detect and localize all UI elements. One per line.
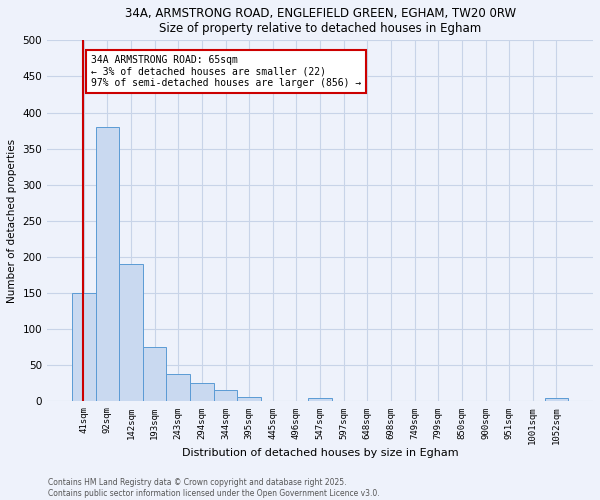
Bar [166,374,190,402]
Title: 34A, ARMSTRONG ROAD, ENGLEFIELD GREEN, EGHAM, TW20 0RW
Size of property relative: 34A, ARMSTRONG ROAD, ENGLEFIELD GREEN, E… [125,7,515,35]
Text: Contains HM Land Registry data © Crown copyright and database right 2025.
Contai: Contains HM Land Registry data © Crown c… [48,478,380,498]
Bar [238,397,261,402]
Bar [143,346,166,402]
Bar [119,264,143,402]
Text: 34A ARMSTRONG ROAD: 65sqm
← 3% of detached houses are smaller (22)
97% of semi-d: 34A ARMSTRONG ROAD: 65sqm ← 3% of detach… [91,54,361,88]
Bar [214,390,238,402]
Y-axis label: Number of detached properties: Number of detached properties [7,139,17,303]
Bar [95,127,119,402]
Bar [545,398,568,402]
Bar [190,384,214,402]
Bar [308,398,332,402]
X-axis label: Distribution of detached houses by size in Egham: Distribution of detached houses by size … [182,448,458,458]
Bar [72,293,95,402]
